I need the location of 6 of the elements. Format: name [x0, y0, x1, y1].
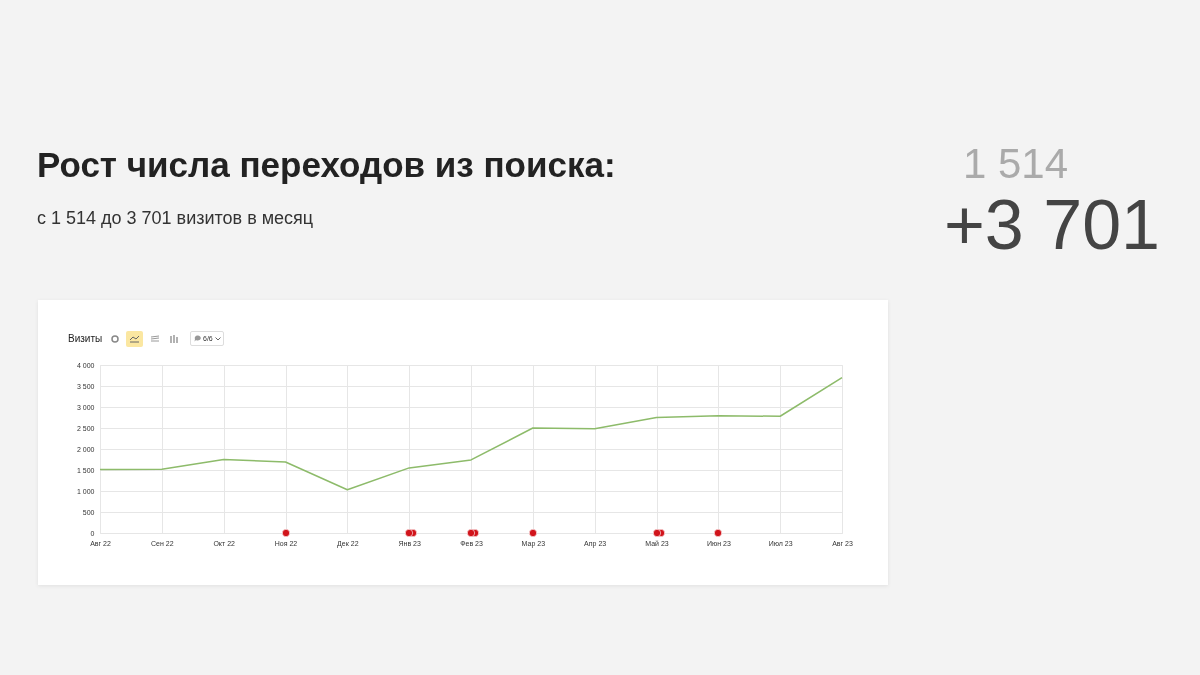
chart-subtitle: с 1 514 до 3 701 визитов в месяц: [37, 208, 314, 229]
text: +3 701: [943, 185, 1160, 265]
chart-title: Рост числа переходов из поиска:: [37, 145, 616, 185]
line-series: [99, 376, 843, 491]
y-axis-title: Визиты: [68, 333, 103, 344]
text: 1 514: [962, 140, 1068, 188]
